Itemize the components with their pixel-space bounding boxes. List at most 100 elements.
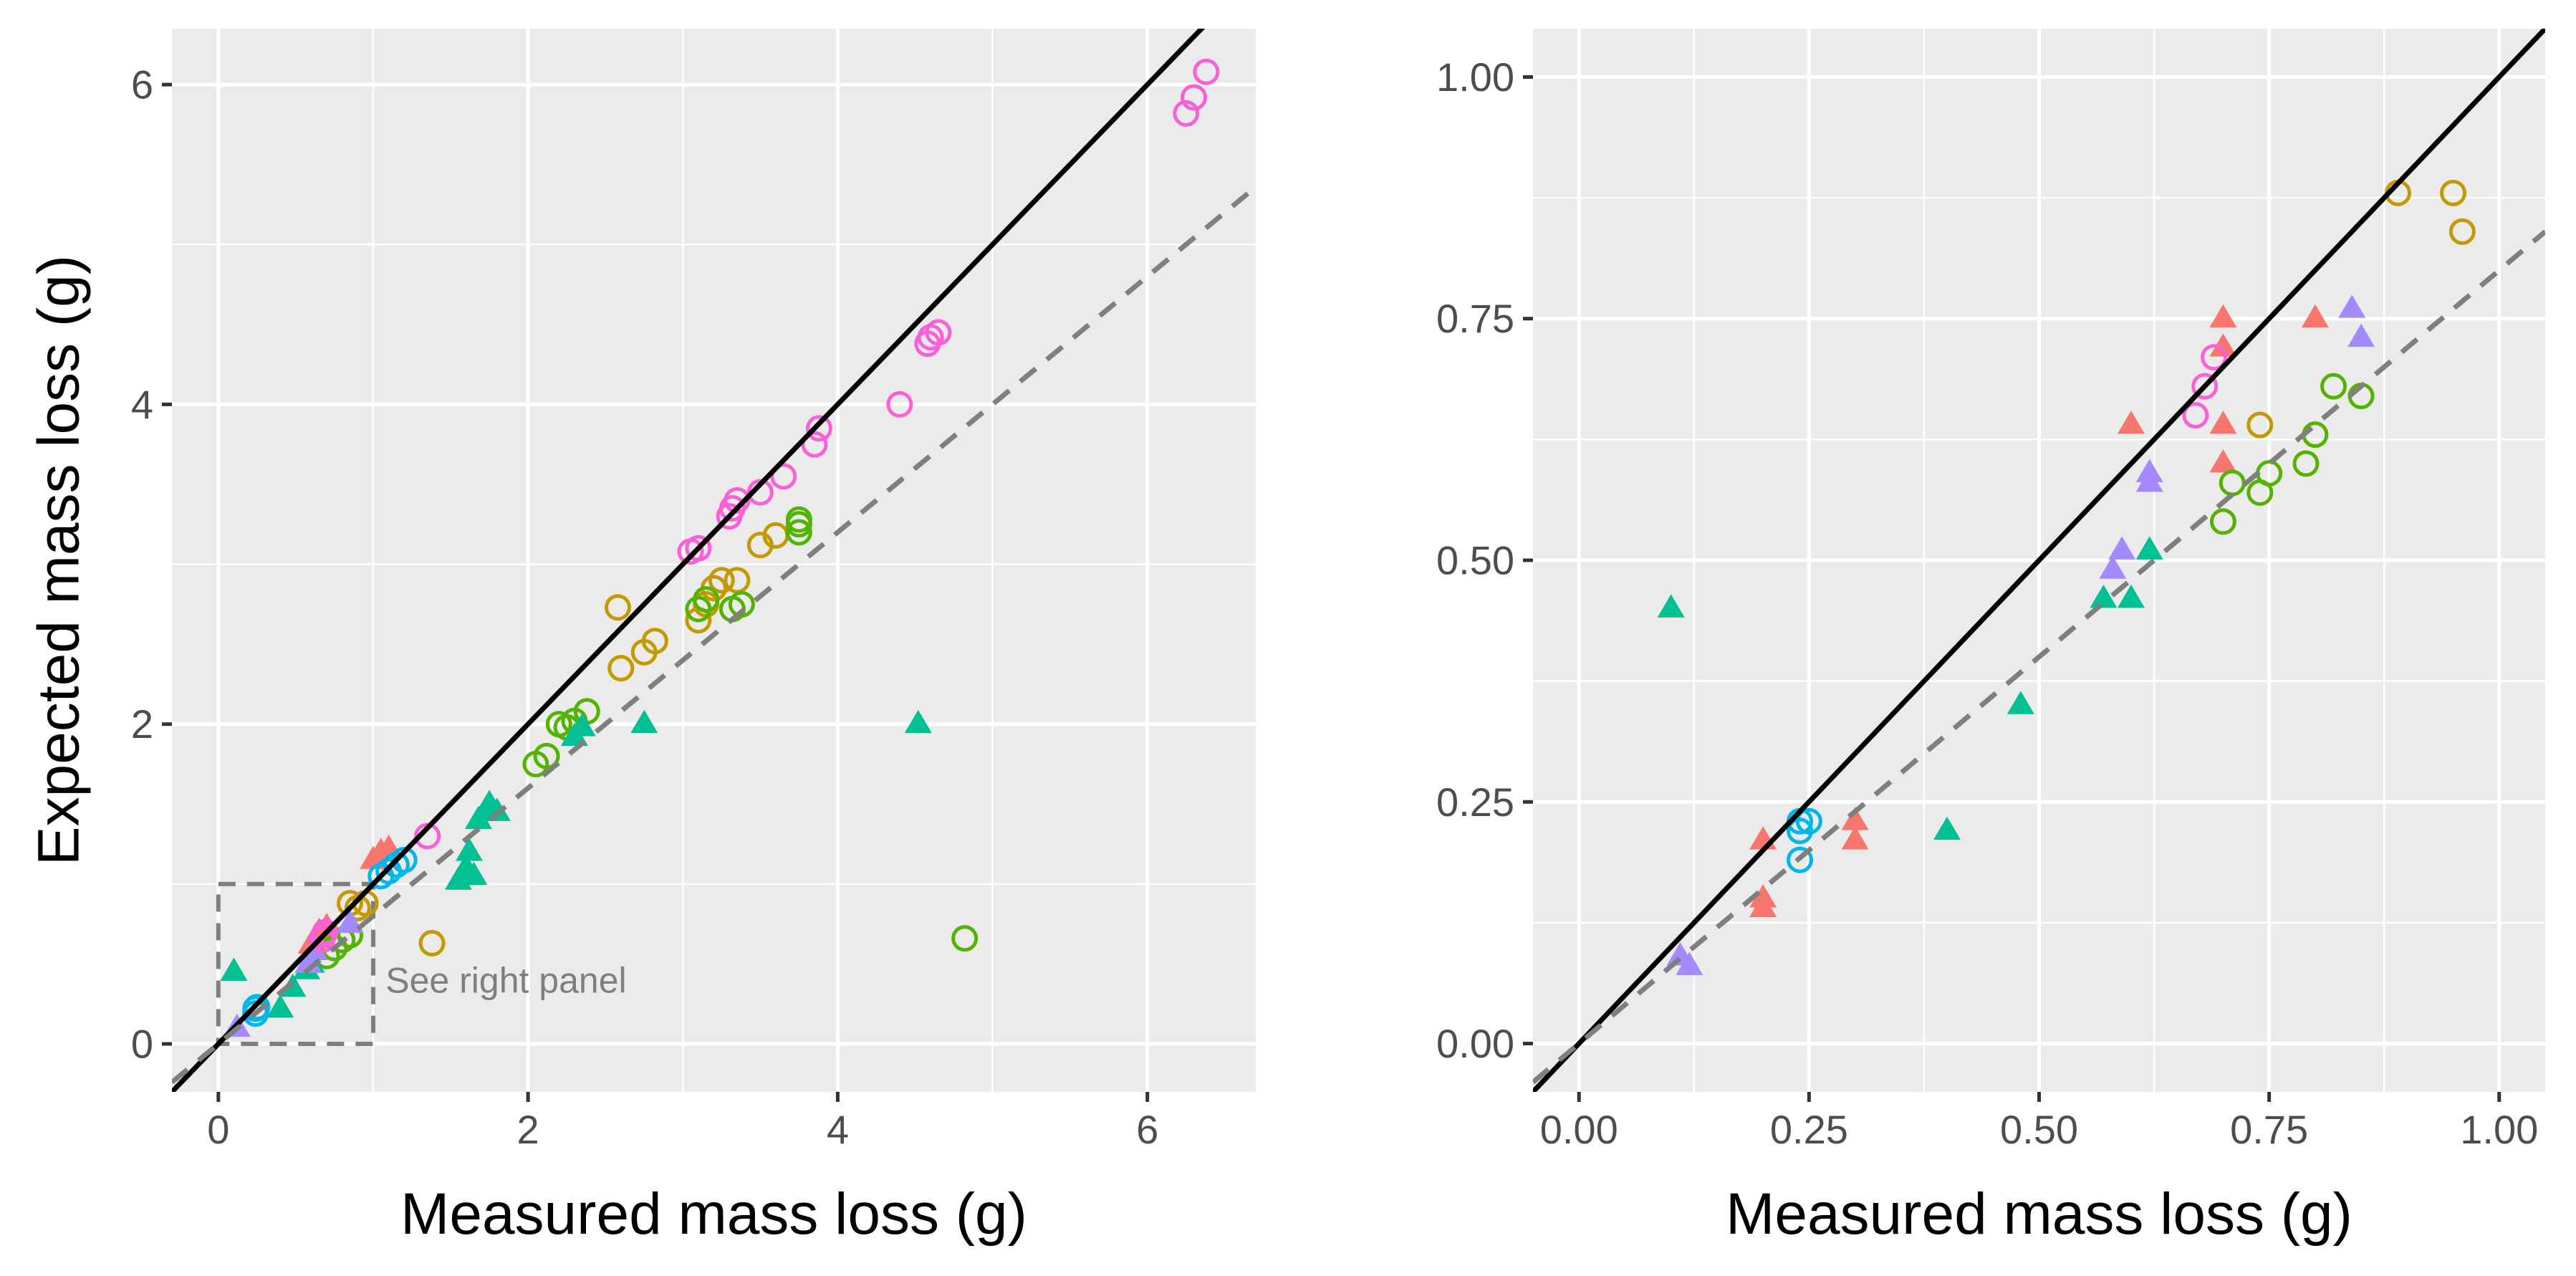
left-point-pink [770, 463, 797, 490]
left-point-pink [1173, 100, 1200, 127]
right-point-pink [2182, 402, 2209, 429]
right-point-red [2209, 411, 2237, 434]
right-point-teal [1657, 594, 1685, 618]
right-point-teal [2090, 584, 2118, 608]
right-fit-line [1533, 229, 2545, 1085]
right-x-tick-label: 0.50 [2000, 1107, 2078, 1152]
right-point-pink [2191, 373, 2219, 400]
left-point-teal [483, 797, 511, 821]
left-point-green [951, 925, 979, 952]
left-point-blue [244, 994, 271, 1021]
left-x-tick-label: 0 [207, 1107, 229, 1152]
left-y-tick-label: 6 [131, 62, 153, 107]
right-point-purple [2108, 536, 2136, 560]
right-point-blue [1795, 807, 1822, 835]
left-x-tick-label: 4 [827, 1107, 849, 1152]
right-x-tick-label: 0.25 [1770, 1107, 1848, 1152]
left-point-teal [455, 838, 483, 861]
right-y-tick-label: 0.75 [1436, 296, 1514, 341]
right-point-red [2209, 449, 2237, 473]
right-point-red [1749, 893, 1777, 918]
right-y-tick-label: 0.25 [1436, 779, 1514, 825]
left-point-teal [460, 861, 488, 886]
left-point-pink [886, 390, 913, 418]
left-points [220, 58, 1220, 1037]
left-point-pink [925, 319, 952, 346]
right-reference-lines [1533, 29, 2545, 1092]
left-point-teal [904, 709, 932, 734]
right-point-teal [2135, 536, 2163, 560]
right-axes: 0.00 0.25 0.50 0.75 1.00 0.00 0.25 0.50 0.75 1.00 [1436, 54, 2538, 1152]
right-point-pink [2201, 344, 2228, 371]
left-point-green [785, 519, 812, 546]
right-point-teal [2117, 584, 2145, 608]
left-point-gold [418, 929, 446, 956]
right-point-red [2117, 411, 2145, 434]
right-x-tick-label: 1.00 [2460, 1107, 2538, 1152]
right-point-red [1841, 807, 1869, 830]
left-y-tick-label: 2 [131, 701, 153, 747]
left-grid [172, 29, 1256, 1092]
left-point-gold [641, 628, 668, 655]
left-point-teal [630, 709, 658, 734]
right-point-red [2301, 304, 2329, 328]
left-point-gold [708, 567, 735, 594]
left-point-teal [568, 713, 596, 737]
left-point-green [533, 742, 560, 769]
zoom-region-box [216, 881, 375, 1047]
right-point-purple [2347, 323, 2375, 347]
right-point-purple [2135, 469, 2163, 492]
right-identity-line [1533, 29, 2545, 1092]
right-point-green [2209, 508, 2236, 535]
left-point-gold [724, 567, 751, 594]
left-point-gold [604, 594, 631, 621]
right-x-tick-label: 0.75 [2230, 1107, 2308, 1152]
left-y-tick-label: 4 [131, 382, 153, 427]
right-y-tick-label: 1.00 [1436, 54, 1514, 100]
left-point-pink [805, 415, 832, 442]
right-point-green [2292, 450, 2320, 477]
right-point-red [2209, 333, 2237, 357]
right-point-purple [2099, 555, 2127, 579]
left-point-gold [607, 655, 635, 682]
left-x-tick-label: 6 [1136, 1107, 1158, 1152]
left-point-pink [1193, 58, 1220, 85]
right-x-axis-title: Measured mass loss (g) [1726, 1181, 2352, 1247]
left-fit-line [172, 185, 1256, 1085]
right-y-tick-label: 0.50 [1436, 538, 1514, 583]
left-x-axis-title: Measured mass loss (g) [400, 1181, 1027, 1247]
right-point-blue [1787, 846, 1814, 873]
left-panel: See right panel 0 2 4 6 0 2 4 6 Measured mass los… [27, 29, 1256, 1247]
left-axes: 0 2 4 6 0 2 4 6 [131, 62, 1158, 1152]
left-identity-line [172, 29, 1206, 1092]
right-panel: 0.00 0.25 0.50 0.75 1.00 0.00 0.25 0.50 0.75 1.00… [1436, 29, 2545, 1247]
right-grid [1533, 29, 2545, 1092]
right-point-teal [2007, 691, 2034, 714]
left-point-teal [220, 957, 248, 982]
right-point-gold [2440, 179, 2467, 206]
left-point-pink [801, 431, 828, 458]
right-point-gold [2448, 218, 2476, 245]
left-point-teal [266, 994, 294, 1018]
left-x-tick-label: 2 [517, 1107, 539, 1152]
right-point-red [1841, 826, 1869, 850]
right-y-tick-label: 0.00 [1436, 1021, 1514, 1066]
left-point-pink [312, 918, 339, 946]
right-point-purple [2338, 294, 2366, 318]
right-x-tick-label: 0.00 [1540, 1107, 1618, 1152]
left-point-green [728, 590, 755, 618]
right-point-green [2320, 373, 2347, 400]
left-point-pink [1181, 84, 1208, 111]
right-point-teal [1933, 816, 1961, 840]
left-point-green [693, 586, 720, 613]
see-right-panel-annotation: See right panel [385, 960, 626, 1000]
right-point-gold [2246, 411, 2274, 438]
left-y-tick-label: 0 [131, 1022, 153, 1067]
left-reference-lines [172, 29, 1256, 1092]
left-y-axis-title: Expected mass loss (g) [27, 255, 92, 865]
left-point-green [785, 506, 812, 533]
right-point-red [2209, 304, 2237, 328]
left-point-pink [685, 534, 712, 562]
right-point-purple [1676, 951, 1703, 976]
